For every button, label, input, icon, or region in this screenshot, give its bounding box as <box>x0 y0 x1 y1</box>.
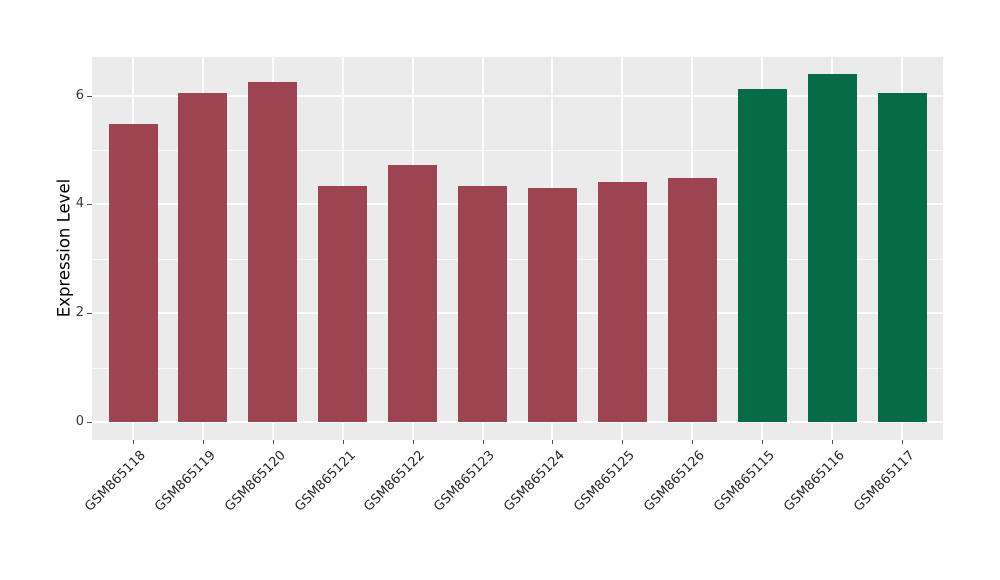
x-tick-label-GSM865121: GSM865121 <box>291 448 359 515</box>
y-axis-title: Expression Level <box>54 178 74 318</box>
y-tick-mark <box>87 95 92 97</box>
gridline-minor <box>92 367 943 369</box>
bar-GSM865117 <box>877 93 927 422</box>
gridline-major <box>92 312 943 315</box>
bar-GSM865115 <box>737 88 787 422</box>
gridline-minor <box>92 150 943 151</box>
gridline-major <box>92 421 943 423</box>
bar-GSM865126 <box>667 177 717 422</box>
x-tick-label-GSM865117: GSM865117 <box>851 448 918 515</box>
x-tick-label-GSM865119: GSM865119 <box>151 448 219 515</box>
x-tick-label-GSM865125: GSM865125 <box>571 448 638 515</box>
y-tick-label: 4 <box>75 196 84 212</box>
y-tick-label: 2 <box>75 305 84 321</box>
bar-GSM865122 <box>388 165 438 422</box>
y-tick-label: 0 <box>75 414 84 429</box>
bar-GSM865125 <box>597 181 647 422</box>
y-tick-mark <box>87 313 92 315</box>
x-tick-mark <box>482 440 484 444</box>
bar-GSM865119 <box>178 93 228 422</box>
x-tick-mark <box>133 440 134 444</box>
y-tick-mark <box>87 204 92 206</box>
x-tick-mark <box>622 440 624 444</box>
bar-GSM865121 <box>318 186 368 422</box>
x-tick-mark <box>412 440 414 444</box>
x-tick-label-GSM865126: GSM865126 <box>641 448 708 515</box>
x-tick-label-GSM865124: GSM865124 <box>501 448 569 515</box>
x-tick-mark <box>342 440 344 444</box>
x-tick-mark <box>202 440 204 444</box>
plot-panel <box>92 57 943 440</box>
x-tick-label-GSM865118: GSM865118 <box>82 448 149 515</box>
x-tick-label-GSM865123: GSM865123 <box>431 448 499 515</box>
x-tick-label-GSM865115: GSM865115 <box>711 448 778 515</box>
gridline-minor <box>92 258 943 260</box>
x-tick-mark <box>832 440 834 444</box>
x-tick-mark <box>762 440 764 444</box>
bar-GSM865116 <box>807 73 857 422</box>
x-tick-mark <box>272 440 274 444</box>
bar-GSM865118 <box>108 123 158 422</box>
gridline-major <box>92 203 943 206</box>
y-tick-mark <box>87 422 92 423</box>
bar-GSM865124 <box>527 188 577 422</box>
gridline-major <box>92 94 943 97</box>
y-tick-label: 6 <box>75 87 84 103</box>
x-tick-mark <box>552 440 554 444</box>
x-tick-label-GSM865120: GSM865120 <box>221 448 289 515</box>
x-tick-mark <box>902 440 903 444</box>
bar-GSM865120 <box>248 82 298 422</box>
bar-GSM865123 <box>458 186 508 422</box>
x-tick-label-GSM865116: GSM865116 <box>781 448 848 515</box>
x-tick-mark <box>692 440 694 444</box>
x-tick-label-GSM865122: GSM865122 <box>361 448 429 515</box>
